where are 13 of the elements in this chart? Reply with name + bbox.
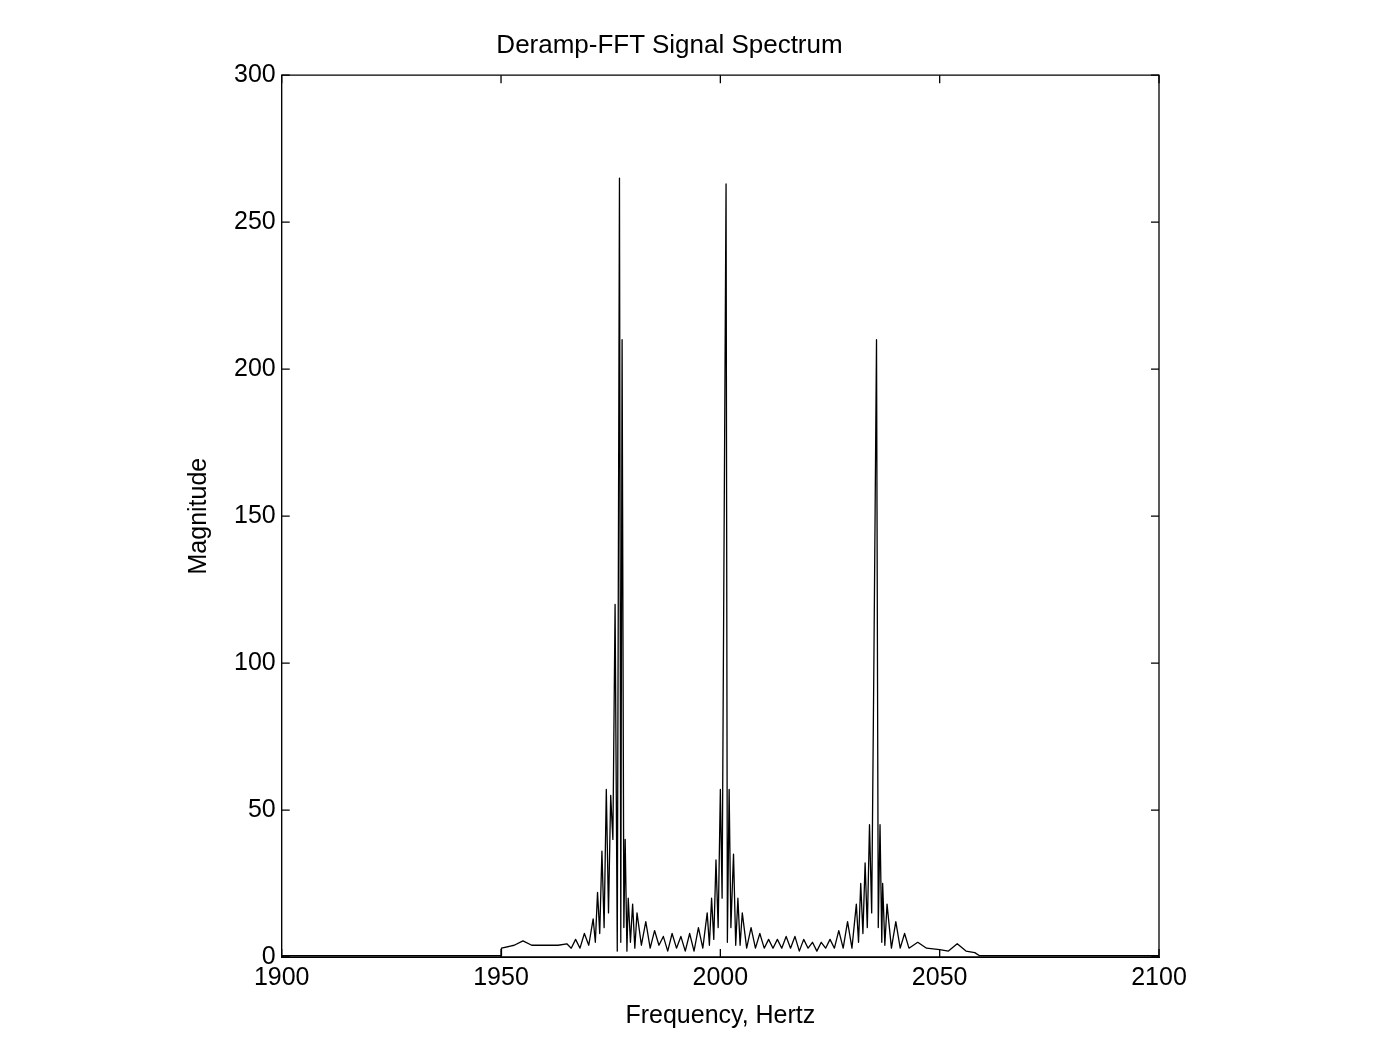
y-tick-label: 300 [233, 59, 276, 88]
y-tick-label: 100 [233, 646, 276, 675]
y-tick-label: 200 [233, 353, 276, 382]
y-tick-label: 150 [233, 499, 276, 528]
y-tick-label: 250 [233, 206, 276, 235]
x-tick-label: 1950 [473, 961, 529, 990]
x-tick-label: 2050 [911, 961, 968, 990]
x-tick-label: 2000 [692, 961, 749, 990]
y-tick-label: 50 [247, 793, 276, 822]
y-axis-title: Magnitude [182, 457, 211, 575]
x-axis-title: Frequency, Hertz [625, 999, 816, 1028]
chart-title: Deramp-FFT Signal Spectrum [496, 28, 843, 59]
x-tick-label: 2100 [1131, 961, 1187, 990]
